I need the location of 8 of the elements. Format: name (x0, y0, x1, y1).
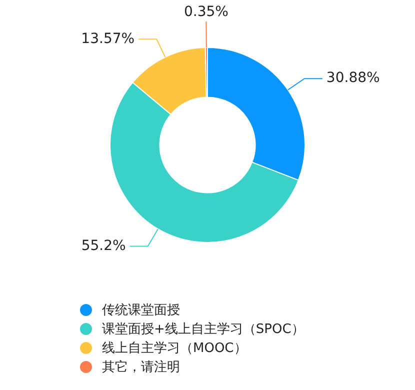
data-label: 30.88% (326, 70, 380, 86)
data-label: 13.57% (81, 30, 135, 47)
legend-label: 课堂面授+线上自主学习（SPOC） (102, 320, 304, 338)
data-label: 55.2% (81, 238, 126, 254)
legend-label: 线上自主学习（MOOC） (102, 340, 247, 356)
data-label: 0.35% (184, 4, 228, 20)
legend-label: 其它，请注明 (102, 358, 180, 376)
legend-label: 传统课堂面授 (102, 302, 180, 318)
